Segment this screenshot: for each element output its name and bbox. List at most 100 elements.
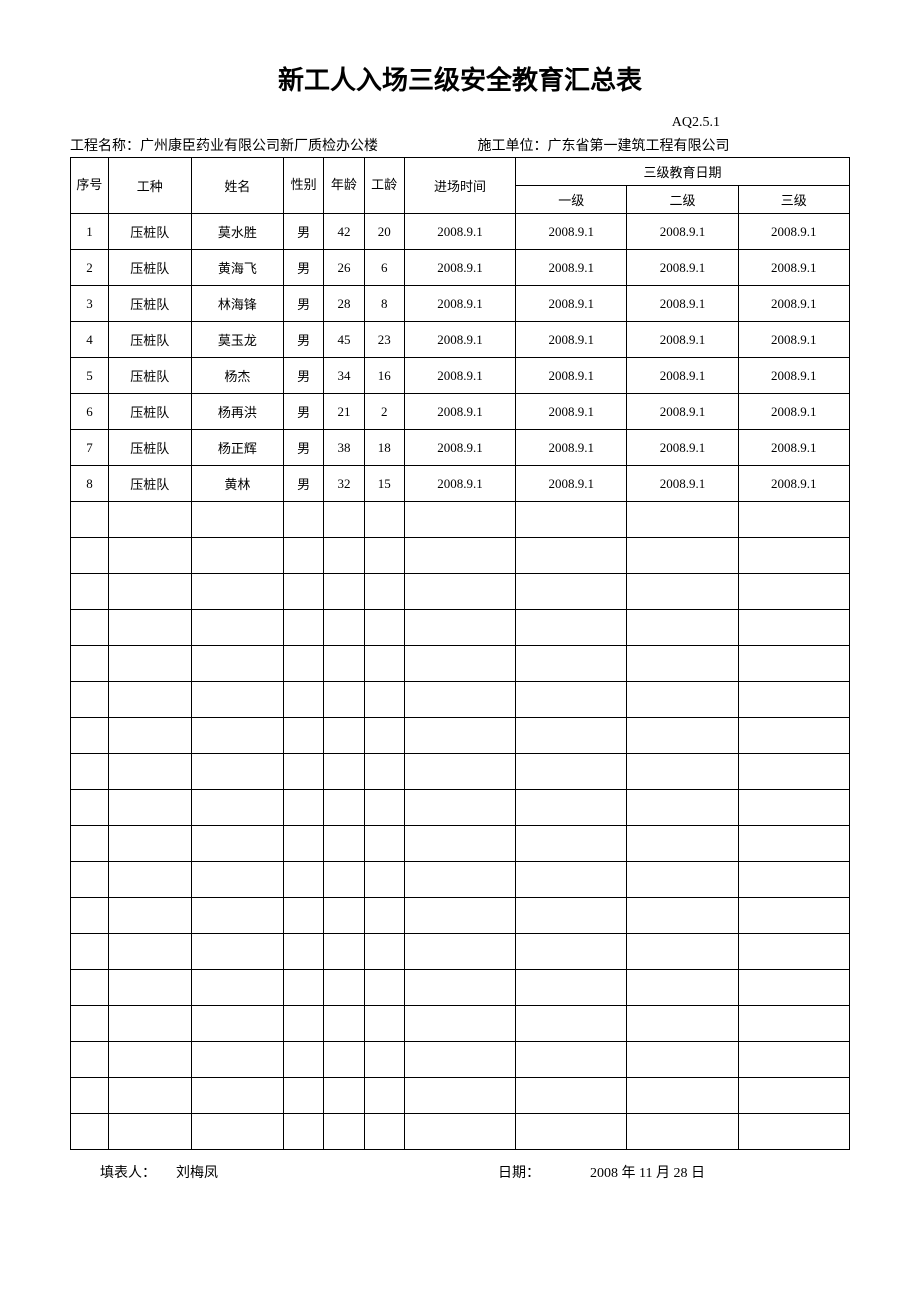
table-cell [191,610,283,646]
table-cell: 1 [71,214,109,250]
table-cell [364,1042,404,1078]
table-cell [71,1114,109,1150]
table-cell: 2008.9.1 [738,358,849,394]
table-cell [364,754,404,790]
table-cell: 38 [324,430,364,466]
table-cell [284,718,324,754]
table-row-empty [71,646,850,682]
table-cell: 2008.9.1 [627,286,738,322]
table-cell: 压桩队 [108,466,191,502]
page-title: 新工人入场三级安全教育汇总表 [70,60,850,97]
table-cell: 16 [364,358,404,394]
table-cell [627,970,738,1006]
table-row-empty [71,862,850,898]
table-cell: 黄林 [191,466,283,502]
table-cell [516,970,627,1006]
table-cell: 2008.9.1 [516,430,627,466]
col-experience: 工龄 [364,158,404,214]
table-cell: 45 [324,322,364,358]
table-cell [627,574,738,610]
table-cell [364,826,404,862]
table-cell: 2008.9.1 [627,214,738,250]
col-work-type: 工种 [108,158,191,214]
table-cell [404,754,515,790]
table-cell: 6 [71,394,109,430]
table-cell [738,934,849,970]
table-cell [108,646,191,682]
table-cell [516,790,627,826]
table-row-empty [71,574,850,610]
header-info: 工程名称：广州康臣药业有限公司新厂质检办公楼 施工单位：广东省第一建筑工程有限公… [70,135,850,155]
table-cell: 32 [324,466,364,502]
table-cell [364,862,404,898]
header-row-1: 序号 工种 姓名 性别 年龄 工龄 进场时间 三级教育日期 [71,158,850,186]
table-cell [108,1006,191,1042]
table-cell [364,790,404,826]
table-cell: 2008.9.1 [627,358,738,394]
table-cell [191,574,283,610]
table-cell [71,1042,109,1078]
table-cell [191,682,283,718]
table-cell [627,1078,738,1114]
table-cell [324,970,364,1006]
table-cell [404,574,515,610]
table-cell [404,826,515,862]
col-gender: 性别 [284,158,324,214]
table-cell [71,1006,109,1042]
table-cell [627,646,738,682]
col-age: 年龄 [324,158,364,214]
table-cell [108,862,191,898]
table-cell: 压桩队 [108,286,191,322]
table-cell [284,790,324,826]
table-cell: 男 [284,466,324,502]
table-cell [191,1078,283,1114]
table-cell [191,790,283,826]
table-cell: 2008.9.1 [738,322,849,358]
table-row-empty [71,970,850,1006]
table-cell [516,898,627,934]
table-cell [404,862,515,898]
table-cell: 2008.9.1 [627,430,738,466]
table-cell [516,862,627,898]
table-cell [516,574,627,610]
table-cell [108,790,191,826]
table-cell [284,646,324,682]
table-cell [404,646,515,682]
table-cell [324,934,364,970]
table-row: 5压桩队杨杰男34162008.9.12008.9.12008.9.12008.… [71,358,850,394]
table-cell [627,682,738,718]
table-cell [108,574,191,610]
table-cell [108,502,191,538]
table-cell [324,1078,364,1114]
table-cell [191,1042,283,1078]
table-cell [404,1006,515,1042]
table-cell [627,1042,738,1078]
table-cell [191,1006,283,1042]
table-cell [324,1114,364,1150]
table-cell: 压桩队 [108,250,191,286]
table-row-empty [71,538,850,574]
table-cell [71,502,109,538]
table-cell [324,718,364,754]
table-cell [284,538,324,574]
table-cell [71,754,109,790]
table-cell [324,826,364,862]
table-cell [108,898,191,934]
table-cell: 34 [324,358,364,394]
table-row: 1压桩队莫水胜男42202008.9.12008.9.12008.9.12008… [71,214,850,250]
table-cell [627,538,738,574]
table-cell [738,862,849,898]
date-label: 日期： [218,1162,540,1182]
table-cell: 男 [284,430,324,466]
table-cell [364,934,404,970]
table-cell [738,610,849,646]
table-cell [738,718,849,754]
table-cell [108,970,191,1006]
table-cell: 28 [324,286,364,322]
table-cell [404,1114,515,1150]
table-cell: 8 [364,286,404,322]
table-cell [324,1042,364,1078]
table-row-empty [71,1006,850,1042]
table-cell [284,1006,324,1042]
table-cell: 杨再洪 [191,394,283,430]
